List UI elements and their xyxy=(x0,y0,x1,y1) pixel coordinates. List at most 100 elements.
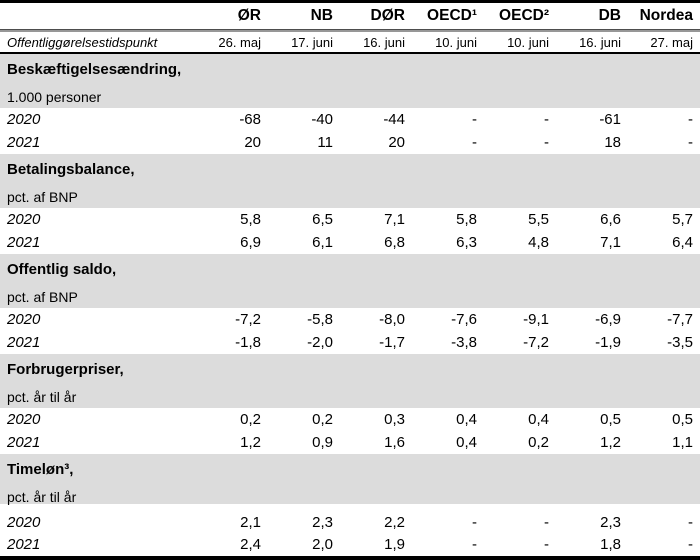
table-cell: -68 xyxy=(239,111,261,128)
table-cell: 1,8 xyxy=(600,535,621,553)
table-cell: 1,2 xyxy=(240,434,261,451)
publication-date: 10. juni xyxy=(507,34,549,50)
table-cell: - xyxy=(544,134,549,151)
table-cell: 2,3 xyxy=(312,513,333,531)
table-cell: 2,2 xyxy=(384,513,405,531)
divider-line xyxy=(0,52,700,54)
table-row: 2020 -68 -40 -44 - - -61 - xyxy=(0,108,700,131)
table-cell: -7,2 xyxy=(235,311,261,328)
table-row: 2020 2,1 2,3 2,2 - - 2,3 - xyxy=(0,511,700,533)
table-cell: 5,8 xyxy=(240,211,261,228)
table-cell: 6,9 xyxy=(240,234,261,251)
table-cell: - xyxy=(688,111,693,128)
table-cell: 0,2 xyxy=(240,411,261,428)
table-cell: - xyxy=(472,134,477,151)
table-cell: 6,3 xyxy=(456,234,477,251)
column-header-nordea: Nordea xyxy=(639,7,693,24)
table-cell: 1,2 xyxy=(600,434,621,451)
table-cell: -6,9 xyxy=(595,311,621,328)
table-cell: -1,8 xyxy=(235,334,261,351)
table-cell: 6,8 xyxy=(384,234,405,251)
table-cell: 6,1 xyxy=(312,234,333,251)
table-row: 2021 -1,8 -2,0 -1,7 -3,8 -7,2 -1,9 -3,5 xyxy=(0,331,700,354)
table-cell: 20 xyxy=(244,134,261,151)
section-title: Forbrugerpriser, xyxy=(7,361,124,378)
section-header-forbrugerpriser: Forbrugerpriser, pct. år til år xyxy=(0,354,700,408)
section-title: Offentlig saldo, xyxy=(7,261,117,278)
row-year-label: 2021 xyxy=(7,434,41,451)
table-cell: -5,8 xyxy=(307,311,333,328)
table-cell: - xyxy=(472,535,477,553)
table-cell: 4,8 xyxy=(528,234,549,251)
column-header-oecd1: OECD¹ xyxy=(427,7,477,24)
section-header-timeloen: Timeløn³, pct. år til år xyxy=(0,454,700,505)
table-cell: -8,0 xyxy=(379,311,405,328)
table-cell: -9,1 xyxy=(523,311,549,328)
table-cell: 2,1 xyxy=(240,513,261,531)
table-cell: 1,9 xyxy=(384,535,405,553)
table-row: 2021 1,2 0,9 1,6 0,4 0,2 1,2 1,1 xyxy=(0,431,700,454)
table-cell: 0,5 xyxy=(600,411,621,428)
table-cell: -61 xyxy=(599,111,621,128)
publication-row-label: Offentliggørelsestidspunkt xyxy=(7,34,158,50)
section-spacer xyxy=(0,504,700,511)
table-row: 2020 -7,2 -5,8 -8,0 -7,6 -9,1 -6,9 -7,7 xyxy=(0,308,700,331)
row-year-label: 2021 xyxy=(7,134,41,151)
section-subtitle: pct. af BNP xyxy=(7,189,78,205)
table-cell: 0,2 xyxy=(312,411,333,428)
header-separator-line xyxy=(0,29,700,32)
table-cell: 1,1 xyxy=(672,434,693,451)
table-cell: 7,1 xyxy=(600,234,621,251)
column-header-db: DB xyxy=(598,7,621,24)
table-cell: 0,4 xyxy=(456,411,477,428)
row-year-label: 2020 xyxy=(7,513,41,531)
table-cell: - xyxy=(544,535,549,553)
table-cell: -1,7 xyxy=(379,334,405,351)
row-year-label: 2020 xyxy=(7,111,41,128)
row-year-label: 2020 xyxy=(7,311,41,328)
table-cell: 1,6 xyxy=(384,434,405,451)
table-cell: -1,9 xyxy=(595,334,621,351)
table-cell: - xyxy=(472,513,477,531)
table-cell: 0,4 xyxy=(456,434,477,451)
table-cell: -40 xyxy=(311,111,333,128)
row-year-label: 2020 xyxy=(7,411,41,428)
table-cell: - xyxy=(688,535,693,553)
table-cell: 11 xyxy=(317,134,333,151)
publication-date: 27. maj xyxy=(650,34,693,50)
table-cell: 2,3 xyxy=(600,513,621,531)
table-cell: - xyxy=(544,513,549,531)
publication-date: 16. juni xyxy=(363,34,405,50)
section-header-betalingsbalance: Betalingsbalance, pct. af BNP xyxy=(0,154,700,208)
section-subtitle: pct. af BNP xyxy=(7,289,78,305)
section-subtitle: pct. år til år xyxy=(7,489,77,505)
table-cell: -2,0 xyxy=(307,334,333,351)
column-header-nb: NB xyxy=(310,7,333,24)
table-cell: 2,4 xyxy=(240,535,261,553)
table-cell: 0,4 xyxy=(528,411,549,428)
table-cell: 0,5 xyxy=(672,411,693,428)
table-cell: - xyxy=(688,134,693,151)
table-cell: 0,9 xyxy=(312,434,333,451)
table-cell: 2,0 xyxy=(312,535,333,553)
table-row: 2020 0,2 0,2 0,3 0,4 0,4 0,5 0,5 xyxy=(0,408,700,431)
column-header-doer: DØR xyxy=(370,7,405,24)
section-header-offentlig-saldo: Offentlig saldo, pct. af BNP xyxy=(0,254,700,308)
table-cell: -7,6 xyxy=(451,311,477,328)
table-cell: 5,7 xyxy=(672,211,693,228)
section-title: Betalingsbalance, xyxy=(7,161,135,178)
table-row: 2020 5,8 6,5 7,1 5,8 5,5 6,6 5,7 xyxy=(0,208,700,231)
column-header-row: ØR NB DØR OECD¹ OECD² DB Nordea xyxy=(0,3,700,29)
section-header-beskaeftigelsesaendring: Beskæftigelsesændring, 1.000 personer xyxy=(0,54,700,108)
publication-date: 16. juni xyxy=(579,34,621,50)
table-cell: 18 xyxy=(604,134,621,151)
table-row: 2021 6,9 6,1 6,8 6,3 4,8 7,1 6,4 xyxy=(0,231,700,254)
row-year-label: 2021 xyxy=(7,535,41,553)
table-cell: 7,1 xyxy=(384,211,405,228)
publication-date: 10. juni xyxy=(435,34,477,50)
publication-dates-row: Offentliggørelsestidspunkt 26. maj 17. j… xyxy=(0,32,700,52)
table-row: 2021 20 11 20 - - 18 - xyxy=(0,131,700,154)
table-cell: 6,5 xyxy=(312,211,333,228)
publication-date: 17. juni xyxy=(291,34,333,50)
